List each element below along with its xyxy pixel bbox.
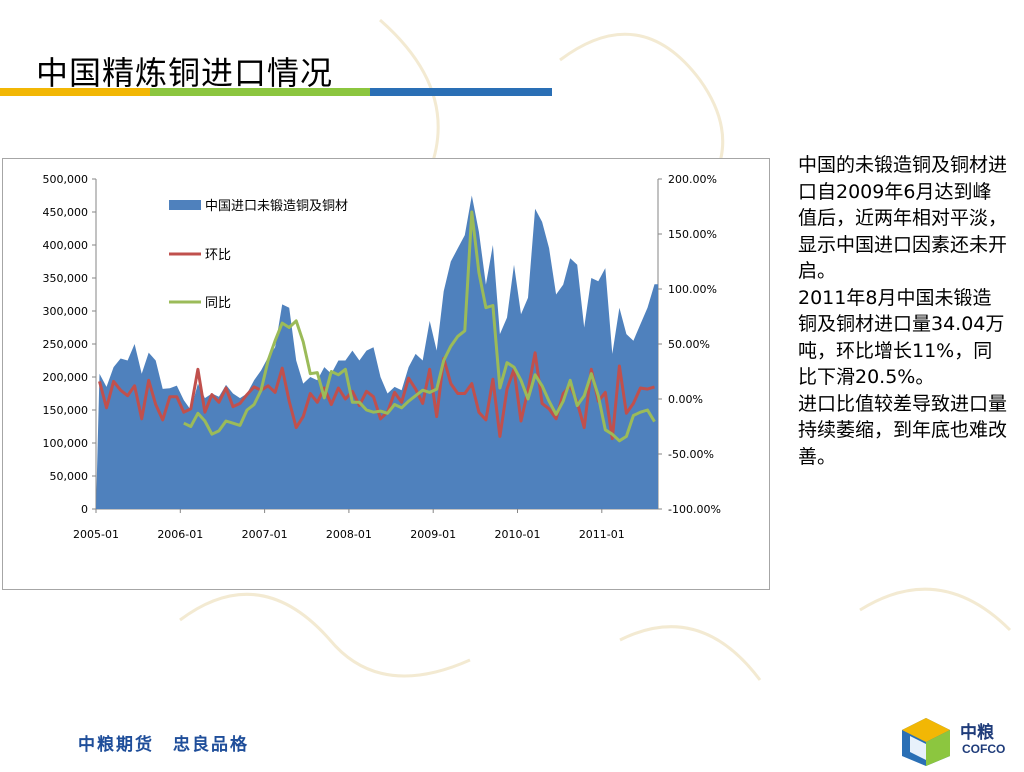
- chart-frame: 500,000 450,000 400,000 350,000 300,000 250,0…: [2, 158, 770, 590]
- underline-blue: [370, 88, 552, 96]
- commentary: 中国的未锻造铜及铜材进口自2009年6月达到峰值后，近两年相对平淡，显示中国进口…: [798, 152, 1008, 470]
- x-tick-label: 2008-01: [326, 528, 372, 541]
- y-left-tick-label: 150,000: [43, 404, 89, 417]
- underline-green: [150, 88, 370, 96]
- x-tick-label: 2009-01: [410, 528, 456, 541]
- y-left-tick-label: 450,000: [43, 206, 89, 219]
- y-left-tick-label: 500,000: [43, 173, 89, 186]
- y-left-tick-label: 100,000: [43, 437, 89, 450]
- y-left-tick-label: 350,000: [43, 272, 89, 285]
- legend-label: 环比: [205, 248, 231, 263]
- y-left-tick-label: 400,000: [43, 239, 89, 252]
- y-right-tick-label: 150.00%: [668, 228, 717, 241]
- logo-english-text: COFCO: [962, 742, 1006, 756]
- series-line-yoy: [183, 210, 656, 443]
- commentary-paragraph-1: 中国的未锻造铜及铜材进口自2009年6月达到峰值后，近两年相对平淡，显示中国进口…: [798, 154, 1008, 282]
- x-tick-label: 2011-01: [579, 528, 625, 541]
- background-swirl: [179, 592, 471, 678]
- y-right-tick-label: 100.00%: [668, 283, 717, 296]
- logo-chinese-text: 中粮: [960, 723, 994, 743]
- y-right-tick-label: 50.00%: [668, 338, 710, 351]
- x-tick-label: 2006-01: [157, 528, 203, 541]
- y-left-tick-label: 200,000: [43, 371, 89, 384]
- underline-yellow: [0, 88, 150, 96]
- background-swirl: [619, 625, 762, 681]
- y-right-tick-label: -50.00%: [668, 448, 714, 461]
- x-tick-label: 2005-01: [73, 528, 119, 541]
- y-left-tick-label: 300,000: [43, 305, 89, 318]
- x-tick-label: 2007-01: [242, 528, 288, 541]
- legend-label: 中国进口未锻造铜及铜材: [205, 199, 348, 214]
- legend-label: 同比: [205, 296, 231, 311]
- y-right-tick-label: 200.00%: [668, 173, 717, 186]
- x-tick-label: 2010-01: [495, 528, 541, 541]
- y-left-tick-label: 250,000: [43, 338, 89, 351]
- y-left-tick-label: 0: [81, 503, 88, 516]
- chart: 500,000 450,000 400,000 350,000 300,000 250,0…: [43, 173, 721, 541]
- y-right-tick-label: 0.00%: [668, 393, 703, 406]
- series-line-mom: [98, 351, 655, 441]
- y-left-tick-label: 50,000: [50, 470, 89, 483]
- title-underline: [0, 88, 552, 96]
- series-area-imports: [96, 195, 658, 509]
- commentary-paragraph-2: 2011年8月中国未锻造铜及铜材进口量34.04万吨，环比增长11%，同比下滑2…: [798, 286, 1005, 389]
- commentary-paragraph-3: 进口比值较差导致进口量持续萎缩，到年底也难改善。: [798, 392, 1008, 468]
- slide-title: 中国精炼铜进口情况: [36, 54, 334, 92]
- footer-slogan: 中粮期货 忠良品格: [78, 735, 249, 755]
- cofco-logo: 中粮 COFCO: [898, 716, 1018, 768]
- background-swirl: [859, 587, 1012, 632]
- legend-swatch-area: [169, 200, 201, 210]
- y-right-tick-label: -100.00%: [668, 503, 721, 516]
- cofco-logo-icon: [902, 718, 950, 766]
